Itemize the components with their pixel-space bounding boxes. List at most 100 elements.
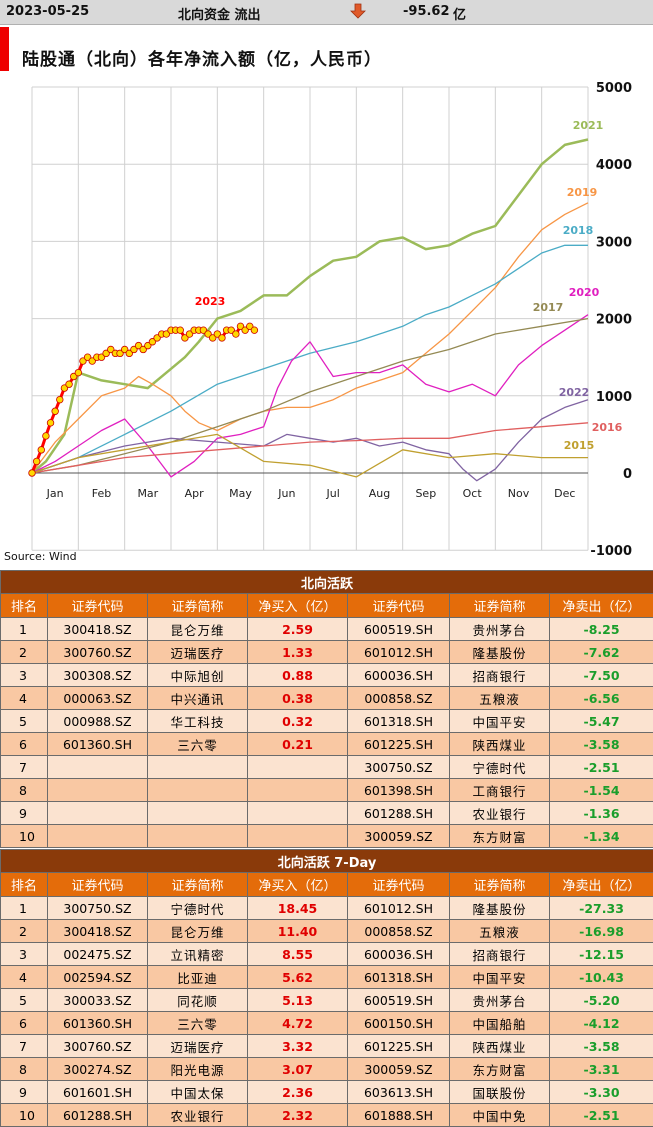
sell-code-cell: 600036.SH [347, 942, 450, 966]
series-point-2023 [162, 330, 171, 338]
column-header: 证券代码 [347, 593, 450, 618]
x-tick-label: Oct [463, 487, 483, 500]
rank-cell: 1 [0, 617, 48, 641]
series-line-2021 [31, 138, 589, 474]
rank-cell: 10 [0, 824, 48, 848]
column-header: 净买入（亿） [247, 872, 348, 897]
sell-code-cell: 000858.SZ [347, 686, 450, 710]
table-row: 5 000988.SZ 华工科技 0.32 601318.SH 中国平安 -5.47 [0, 709, 653, 733]
buy-code-cell: 300760.SZ [47, 1034, 148, 1058]
flow-label: 北向资金 流出 [178, 8, 261, 23]
flow-value: -95.62 [403, 4, 450, 19]
net-buy-cell: 2.36 [247, 1080, 348, 1104]
series-point-2023 [199, 326, 208, 334]
sell-code-cell: 601888.SH [347, 1103, 450, 1127]
table-title-row: 北向活跃 [0, 570, 653, 594]
series-point-2023 [185, 330, 194, 338]
rank-cell: 4 [0, 965, 48, 989]
buy-name-cell: 阳光电源 [147, 1057, 248, 1081]
sell-code-cell: 601318.SH [347, 709, 450, 733]
x-tick-label: Jul [326, 487, 340, 500]
rank-cell: 3 [0, 942, 48, 966]
sell-name-cell: 隆基股份 [449, 896, 550, 920]
series-point-2023 [218, 334, 226, 342]
column-header: 证券代码 [47, 872, 148, 897]
buy-code-cell: 300308.SZ [47, 663, 148, 687]
sell-name-cell: 贵州茅台 [449, 617, 550, 641]
series-point-2023 [46, 419, 55, 427]
rank-cell: 9 [0, 801, 48, 825]
table-title: 北向活跃 7-Day [0, 849, 653, 873]
x-tick-label: Sep [415, 487, 436, 500]
net-sell-cell: -3.58 [548, 732, 653, 756]
rank-cell: 3 [0, 663, 48, 687]
series-label-2018: 2018 [563, 224, 594, 237]
table-header-row: 排名 证券代码 证券简称 净买入（亿） 证券代码 证券简称 净卖出（亿） [0, 593, 653, 618]
sell-name-cell: 中国中免 [449, 1103, 550, 1127]
buy-code-cell: 601360.SH [47, 732, 148, 756]
series-point-2023 [181, 334, 189, 342]
buy-name-cell: 昆仑万维 [147, 617, 248, 641]
table-row: 8 601398.SH 工商银行 -1.54 [0, 778, 653, 802]
column-header: 证券简称 [449, 593, 550, 618]
series-point-2023 [139, 345, 147, 354]
rank-cell: 6 [0, 732, 48, 756]
buy-code-cell: 601360.SH [47, 1011, 148, 1035]
buy-code-cell [47, 801, 148, 825]
net-sell-cell: -5.47 [548, 709, 653, 733]
series-point-2023 [241, 326, 249, 334]
table-row: 10 601288.SH 农业银行 2.32 601888.SH 中国中免 -2.51 [0, 1103, 653, 1127]
x-tick-label: May [229, 487, 252, 500]
x-tick-label: Mar [137, 487, 158, 500]
sell-code-cell: 000858.SZ [347, 919, 450, 943]
net-buy-cell: 8.55 [247, 942, 348, 966]
y-tick-label: -1000 [590, 544, 632, 559]
buy-name-cell: 比亚迪 [147, 965, 248, 989]
y-tick-label: 2000 [596, 313, 632, 328]
net-sell-cell: -2.51 [548, 755, 653, 779]
buy-code-cell: 300033.SZ [47, 988, 148, 1012]
buy-name-cell: 宁德时代 [147, 896, 248, 920]
x-axis: Jan Feb Mar Apr May Jun Jul Aug Sep Oct Nov Dec [46, 487, 576, 500]
net-buy-cell [247, 778, 348, 802]
sell-code-cell: 601288.SH [347, 801, 450, 825]
buy-name-cell: 中国太保 [147, 1080, 248, 1104]
sell-name-cell: 中国船舶 [449, 1011, 550, 1035]
chart-title: 陆股通（北向）各年净流入额（亿，人民币） [22, 49, 382, 70]
series-point-2023 [144, 341, 152, 350]
series-label-2021: 2021 [573, 119, 604, 132]
series-point-2023 [74, 368, 83, 377]
net-sell-cell: -7.50 [548, 663, 653, 687]
sell-name-cell: 陕西煤业 [449, 1034, 550, 1058]
buy-name-cell [147, 801, 248, 825]
table-row: 4 000063.SZ 中兴通讯 0.38 000858.SZ 五粮液 -6.56 [0, 686, 653, 710]
series-point-2023 [65, 380, 73, 388]
table-row: 2 300418.SZ 昆仑万维 11.40 000858.SZ 五粮液 -16.98 [0, 919, 653, 943]
buy-code-cell: 002594.SZ [47, 965, 148, 989]
sell-name-cell: 招商银行 [449, 942, 550, 966]
buy-code-cell [47, 778, 148, 802]
sell-name-cell: 宁德时代 [449, 755, 550, 779]
buy-code-cell: 300418.SZ [47, 617, 148, 641]
net-buy-cell: 11.40 [247, 919, 348, 943]
net-sell-cell: -12.15 [548, 942, 653, 966]
column-header: 证券代码 [347, 872, 450, 897]
series-label-2020: 2020 [569, 286, 600, 299]
series-point-2023 [176, 326, 184, 334]
down-arrow-icon [350, 3, 366, 23]
table-row: 6 601360.SH 三六零 0.21 601225.SH 陕西煤业 -3.58 [0, 732, 653, 756]
northbound-active-table: 北向活跃 排名 证券代码 证券简称 净买入（亿） 证券代码 证券简称 净卖出（亿） 1 30041… [0, 570, 653, 848]
buy-code-cell: 300760.SZ [47, 640, 148, 664]
rank-cell: 1 [0, 896, 48, 920]
buy-name-cell: 华工科技 [147, 709, 248, 733]
series-point-2023 [42, 432, 50, 440]
net-buy-cell: 0.21 [247, 732, 348, 756]
table-header-row: 排名 证券代码 证券简称 净买入（亿） 证券代码 证券简称 净卖出（亿） [0, 872, 653, 897]
series-point-2023 [208, 334, 217, 342]
series-line-2016 [31, 422, 589, 474]
series-label-2019: 2019 [567, 186, 598, 199]
net-buy-cell: 0.88 [247, 663, 348, 687]
table-row: 1 300750.SZ 宁德时代 18.45 601012.SH 隆基股份 -27.33 [0, 896, 653, 920]
rank-cell: 7 [0, 1034, 48, 1058]
sell-code-cell: 300059.SZ [347, 1057, 450, 1081]
